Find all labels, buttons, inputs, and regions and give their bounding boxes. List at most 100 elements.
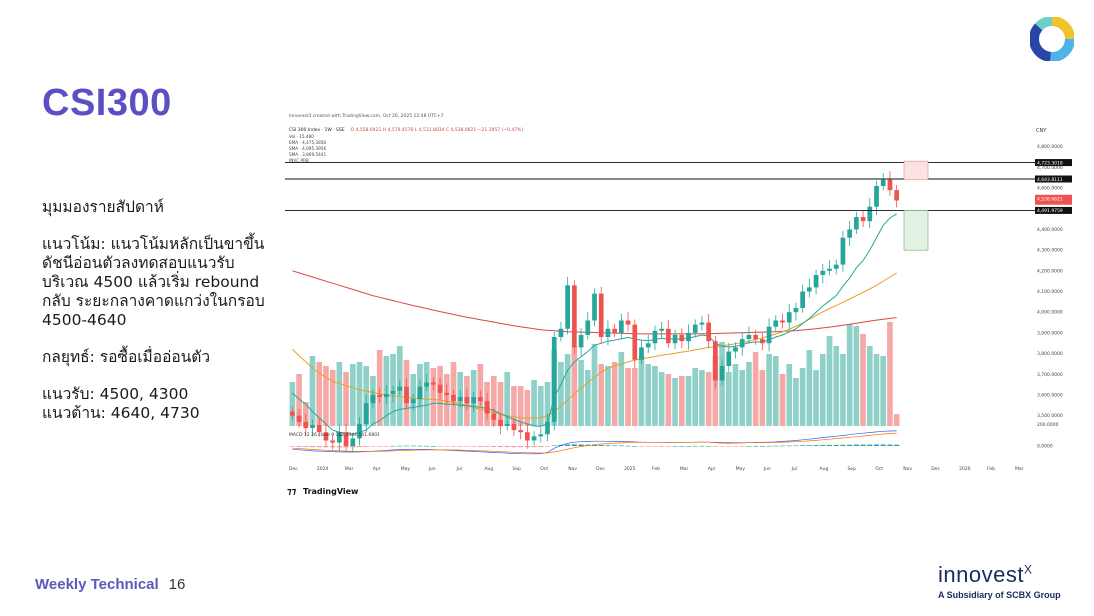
volume-bar xyxy=(578,360,584,426)
candle-body xyxy=(887,179,893,191)
trend-line: แนวโน้ม: แนวโน้มหลักเป็นขาขึ้น xyxy=(42,235,265,253)
brand-tagline: A Subsidiary of SCBX Group xyxy=(938,590,1061,600)
macd-histogram-bar xyxy=(813,445,819,446)
candle-body xyxy=(813,274,819,288)
candle-body xyxy=(733,347,738,352)
price-plot xyxy=(285,160,1035,453)
trend-line: กลับ ระยะกลางคาดแกว่งในกรอบ xyxy=(42,292,265,310)
volume-bar xyxy=(571,346,578,426)
candle-body xyxy=(370,394,376,404)
candle-body xyxy=(457,397,463,402)
macd-histogram-bar xyxy=(410,445,416,447)
candle-body xyxy=(350,438,356,447)
brand-wordmark: innovestX xyxy=(938,562,1068,588)
candle-body xyxy=(310,424,315,429)
volume-bar xyxy=(846,324,853,426)
volume-bar xyxy=(591,344,598,426)
candle-body xyxy=(491,413,497,420)
volume-bar xyxy=(793,378,799,426)
macd-histogram-bar xyxy=(323,446,329,448)
y-tick-label: 3,700.0000 xyxy=(1037,372,1063,378)
candle-body xyxy=(431,382,436,385)
x-tick-label: Mar xyxy=(345,466,354,472)
candle-body xyxy=(612,328,617,333)
x-tick-label: Feb xyxy=(652,466,660,472)
x-tick-label: Apr xyxy=(708,466,716,472)
macd-histogram-bar xyxy=(471,446,477,447)
macd-histogram-bar xyxy=(444,446,450,447)
trend-line: 4500-4640 xyxy=(42,311,127,329)
macd-tick-label: 0.0000 xyxy=(1037,444,1053,450)
macd-histogram-bar xyxy=(739,446,745,447)
macd-histogram-bar xyxy=(430,446,436,447)
macd-histogram-bar xyxy=(786,445,792,447)
macd-tick-label: 200.0000 xyxy=(1037,422,1059,428)
macd-histogram-bar xyxy=(887,444,893,446)
macd-histogram-bar xyxy=(578,444,584,446)
macd-histogram-bar xyxy=(544,446,551,447)
page-number: 16 xyxy=(168,576,186,593)
candle-body xyxy=(766,326,772,344)
volume-bar xyxy=(316,362,323,426)
volume-bar xyxy=(672,378,678,426)
macd-histogram-bar xyxy=(417,445,423,447)
y-tick-label: 4,200.0000 xyxy=(1037,268,1063,274)
volume-bar xyxy=(638,356,645,426)
volume-bar xyxy=(893,414,900,426)
volume-bar xyxy=(799,368,806,426)
chart-symbol: CSI 300 Index · 1W · SSE O 4,558.6421 H 4… xyxy=(289,127,523,133)
candle-body xyxy=(551,337,557,422)
footer-label: Weekly Technical xyxy=(35,576,159,593)
candle-body xyxy=(531,436,537,441)
level-label-box xyxy=(1035,206,1072,214)
macd-histogram-bar xyxy=(732,446,739,447)
volume-bar xyxy=(665,374,672,426)
macd-histogram-bar xyxy=(598,445,604,446)
macd-histogram-bar xyxy=(383,446,389,447)
macd-histogram-bar xyxy=(424,445,430,447)
candle-body xyxy=(605,328,611,338)
candle-body xyxy=(686,332,691,342)
volume-bar xyxy=(511,386,517,426)
macd-histogram-bar xyxy=(390,445,396,447)
candle-body xyxy=(598,293,604,338)
candle-body xyxy=(867,206,873,222)
y-tick-label: 4,300.0000 xyxy=(1037,248,1063,254)
level-label: 4,643.8111 xyxy=(1037,177,1063,183)
y-tick-label: 4,600.0000 xyxy=(1037,186,1063,192)
candle-body xyxy=(833,264,839,269)
candle-body xyxy=(639,347,644,360)
candle-body xyxy=(679,334,685,342)
sma-long-line xyxy=(292,270,897,335)
x-tick-label: Dec xyxy=(596,466,605,472)
volume-bar xyxy=(766,354,772,426)
candle-body xyxy=(827,268,832,271)
macd-histogram-bar xyxy=(880,444,886,446)
last-price-box xyxy=(1035,194,1072,205)
volume-bar xyxy=(625,368,631,426)
macd-histogram-bar xyxy=(645,446,651,447)
volume-bar xyxy=(772,356,779,426)
macd-histogram-bar xyxy=(612,445,618,447)
macd-histogram-bar xyxy=(833,444,839,446)
candle-body xyxy=(410,399,416,404)
volume-bar xyxy=(584,370,591,426)
macd-histogram-bar xyxy=(618,445,624,447)
x-tick-label: 2025 xyxy=(624,466,636,472)
candle-body xyxy=(545,421,550,435)
volume-bar xyxy=(611,362,618,426)
volume-bar xyxy=(343,372,349,426)
volume-bar xyxy=(685,376,692,426)
volume-bar xyxy=(725,372,732,426)
candle-body xyxy=(343,432,349,447)
candle-body xyxy=(625,320,631,325)
candle-body xyxy=(357,423,362,439)
volume-bar xyxy=(759,370,766,426)
macd-histogram-bar xyxy=(524,446,530,448)
volume-bar xyxy=(349,364,356,426)
candle-body xyxy=(290,411,295,416)
candle-body xyxy=(572,285,577,348)
volume-bar xyxy=(806,350,813,426)
macd-histogram-bar xyxy=(397,445,403,447)
